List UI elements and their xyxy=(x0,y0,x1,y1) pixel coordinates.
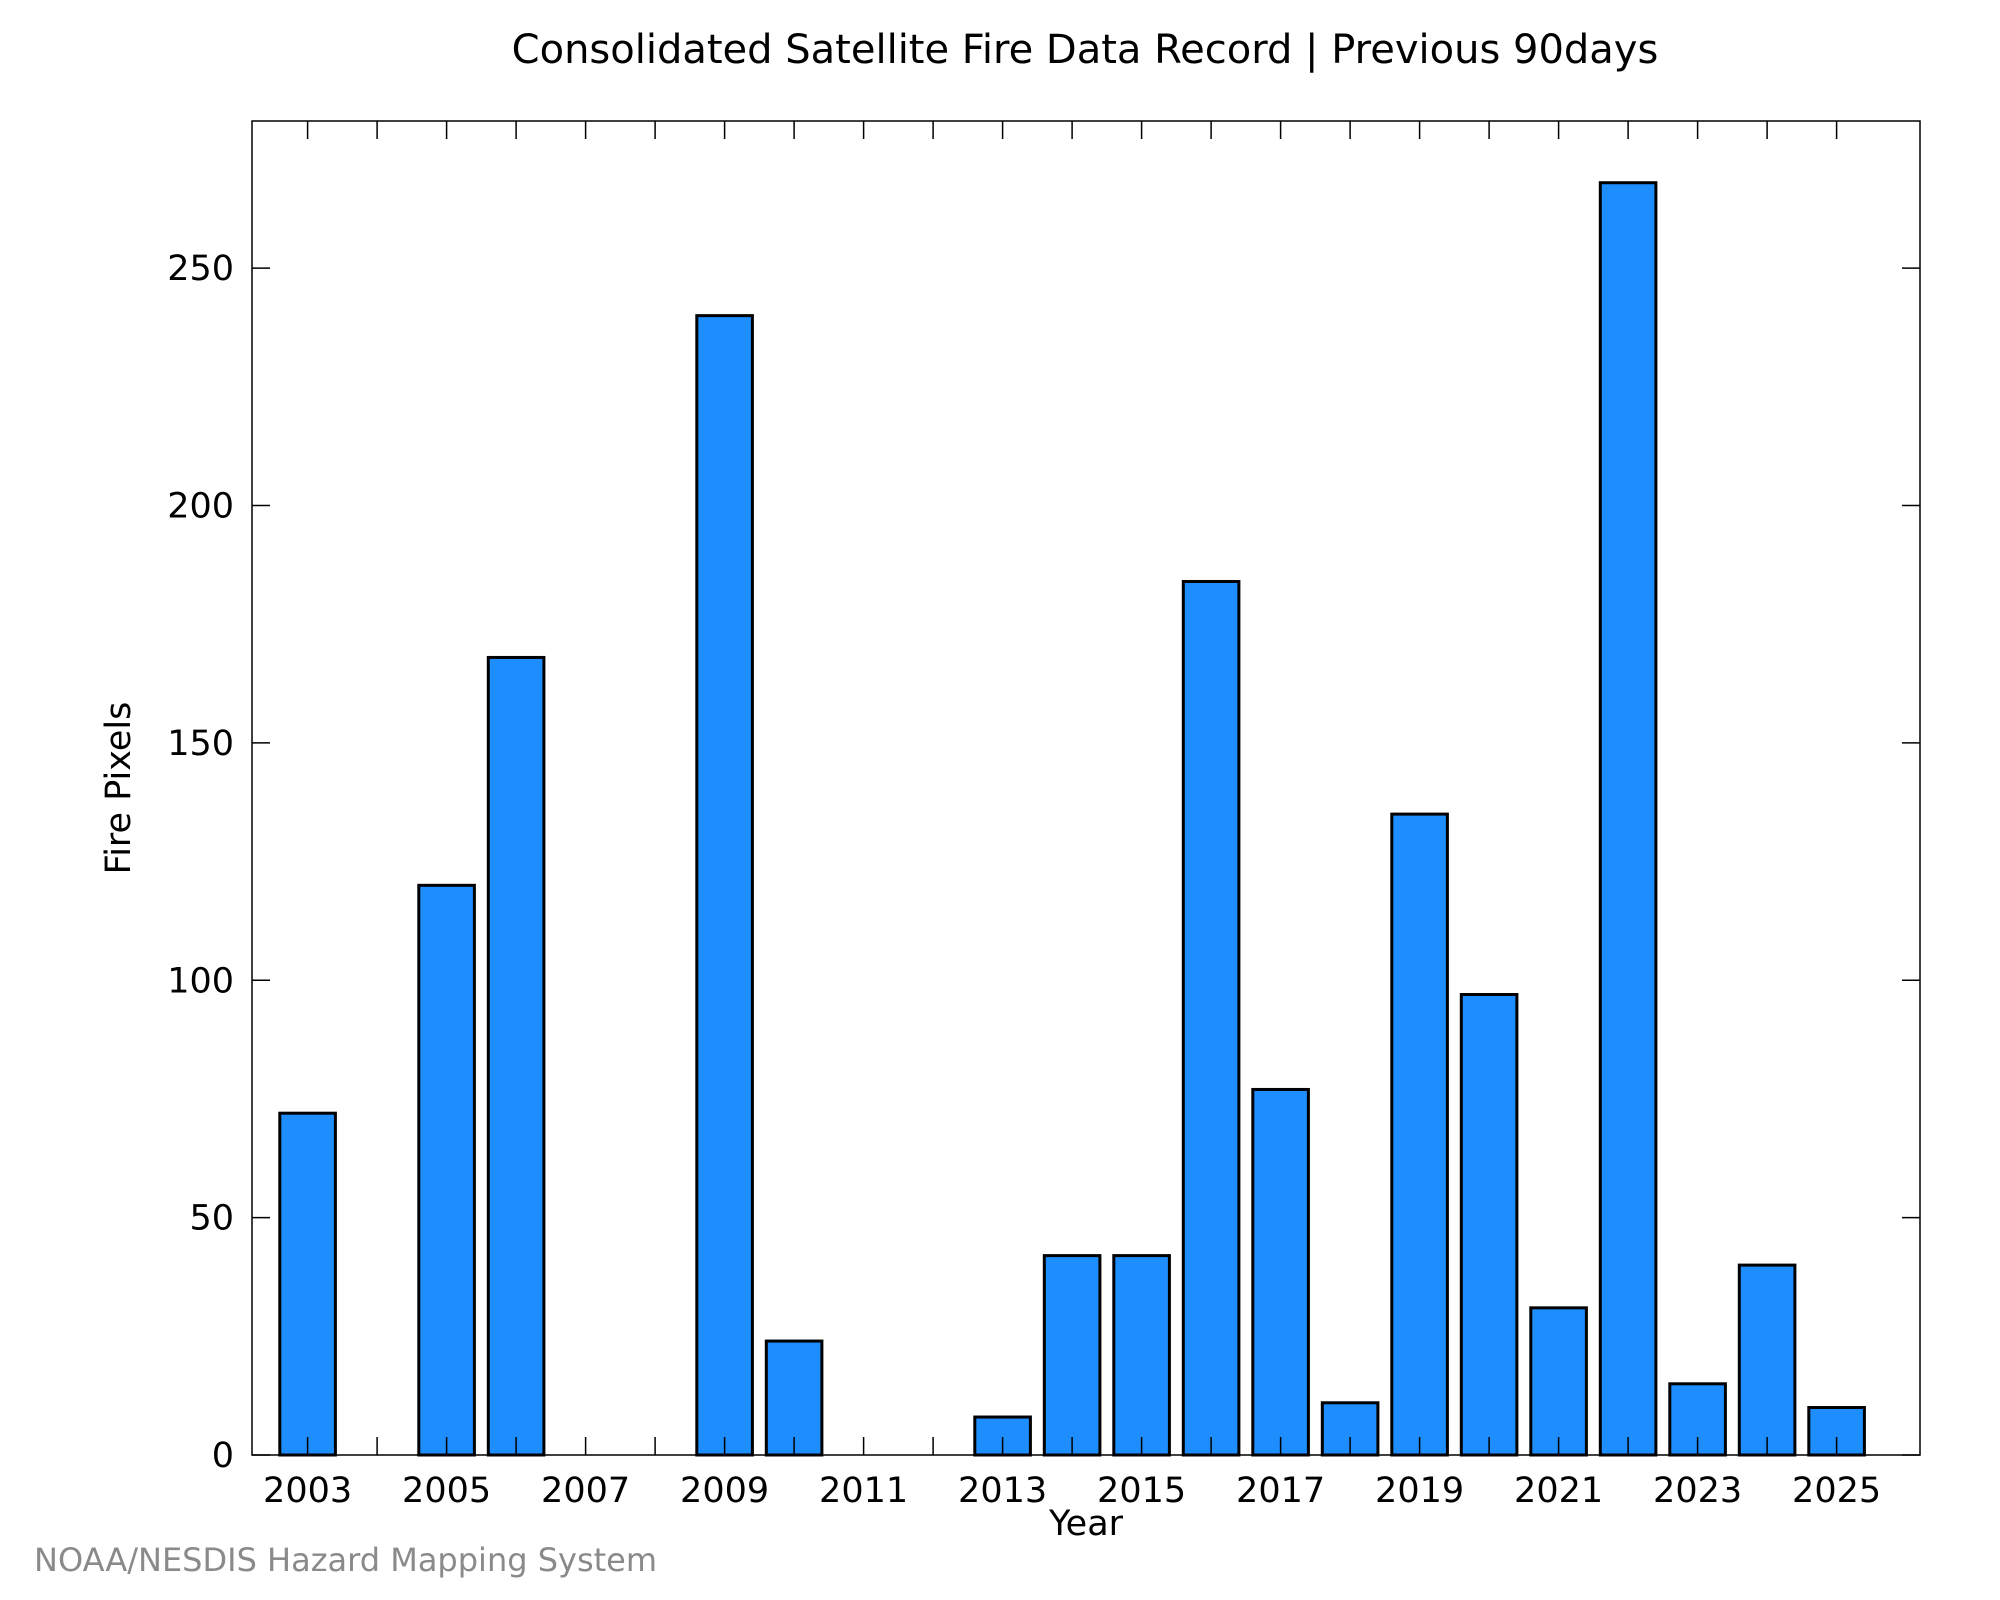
bar-2017 xyxy=(1251,1087,1310,1457)
y-axis-ticks: 0 50 100 150 200 250 xyxy=(167,249,1920,1476)
bar-2014 xyxy=(1042,1254,1102,1457)
bar-2009 xyxy=(695,314,754,1457)
y-tick-label-150: 150 xyxy=(167,724,234,764)
bar-2024 xyxy=(1737,1263,1797,1457)
bar-2022 xyxy=(1598,181,1658,1457)
x-tick-label-2011: 2011 xyxy=(819,1471,908,1511)
x-tick-label-2021: 2021 xyxy=(1514,1471,1603,1511)
y-tick-label-200: 200 xyxy=(167,487,234,527)
y-tick-label-50: 50 xyxy=(189,1199,234,1239)
bar-2006 xyxy=(486,655,546,1457)
y-axis-label: Fire Pixels xyxy=(99,702,139,875)
x-tick-label-2023: 2023 xyxy=(1653,1471,1742,1511)
y-tick-label-250: 250 xyxy=(167,249,234,289)
bar-2021 xyxy=(1529,1306,1588,1457)
bar-2005 xyxy=(417,883,476,1457)
bar-2015 xyxy=(1112,1254,1171,1457)
x-tick-label-2025: 2025 xyxy=(1792,1471,1881,1511)
bar-2016 xyxy=(1181,579,1241,1457)
x-tick-label-2009: 2009 xyxy=(680,1471,769,1511)
y-tick-label-100: 100 xyxy=(167,961,234,1001)
x-tick-label-2013: 2013 xyxy=(958,1471,1047,1511)
bars-group xyxy=(278,181,1866,1457)
bar-2019 xyxy=(1390,812,1449,1457)
bar-2010 xyxy=(764,1339,824,1457)
credit-text: NOAA/NESDIS Hazard Mapping System xyxy=(34,1541,658,1579)
x-tick-label-2005: 2005 xyxy=(402,1471,491,1511)
x-tick-label-2007: 2007 xyxy=(541,1471,630,1511)
x-axis-ticks: 2003 2005 2007 2009 2011 2013 2015 2017 2019 2021… xyxy=(263,121,1881,1511)
x-tick-label-2019: 2019 xyxy=(1375,1471,1464,1511)
x-tick-label-2017: 2017 xyxy=(1236,1471,1325,1511)
y-tick-label-0: 0 xyxy=(212,1436,234,1476)
bar-2020 xyxy=(1459,993,1519,1457)
x-axis-label: Year xyxy=(1048,1504,1124,1544)
x-tick-label-2003: 2003 xyxy=(263,1471,352,1511)
x-tick-label-2015: 2015 xyxy=(1097,1471,1186,1511)
chart-title: Consolidated Satellite Fire Data Record … xyxy=(512,27,1659,73)
bar-2003 xyxy=(278,1111,337,1457)
